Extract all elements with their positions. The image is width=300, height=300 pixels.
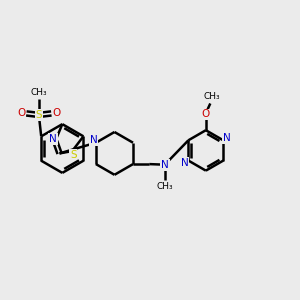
Text: O: O xyxy=(17,108,25,118)
Text: N: N xyxy=(223,133,231,143)
Text: CH₃: CH₃ xyxy=(31,88,47,97)
Text: O: O xyxy=(202,110,210,119)
Text: O: O xyxy=(52,108,61,118)
Text: N: N xyxy=(181,158,189,168)
Text: S: S xyxy=(35,110,42,120)
Text: N: N xyxy=(90,135,98,145)
Text: CH₃: CH₃ xyxy=(203,92,220,101)
Text: S: S xyxy=(70,150,77,160)
Text: N: N xyxy=(49,134,57,144)
Text: CH₃: CH₃ xyxy=(157,182,173,191)
Text: N: N xyxy=(161,160,169,170)
